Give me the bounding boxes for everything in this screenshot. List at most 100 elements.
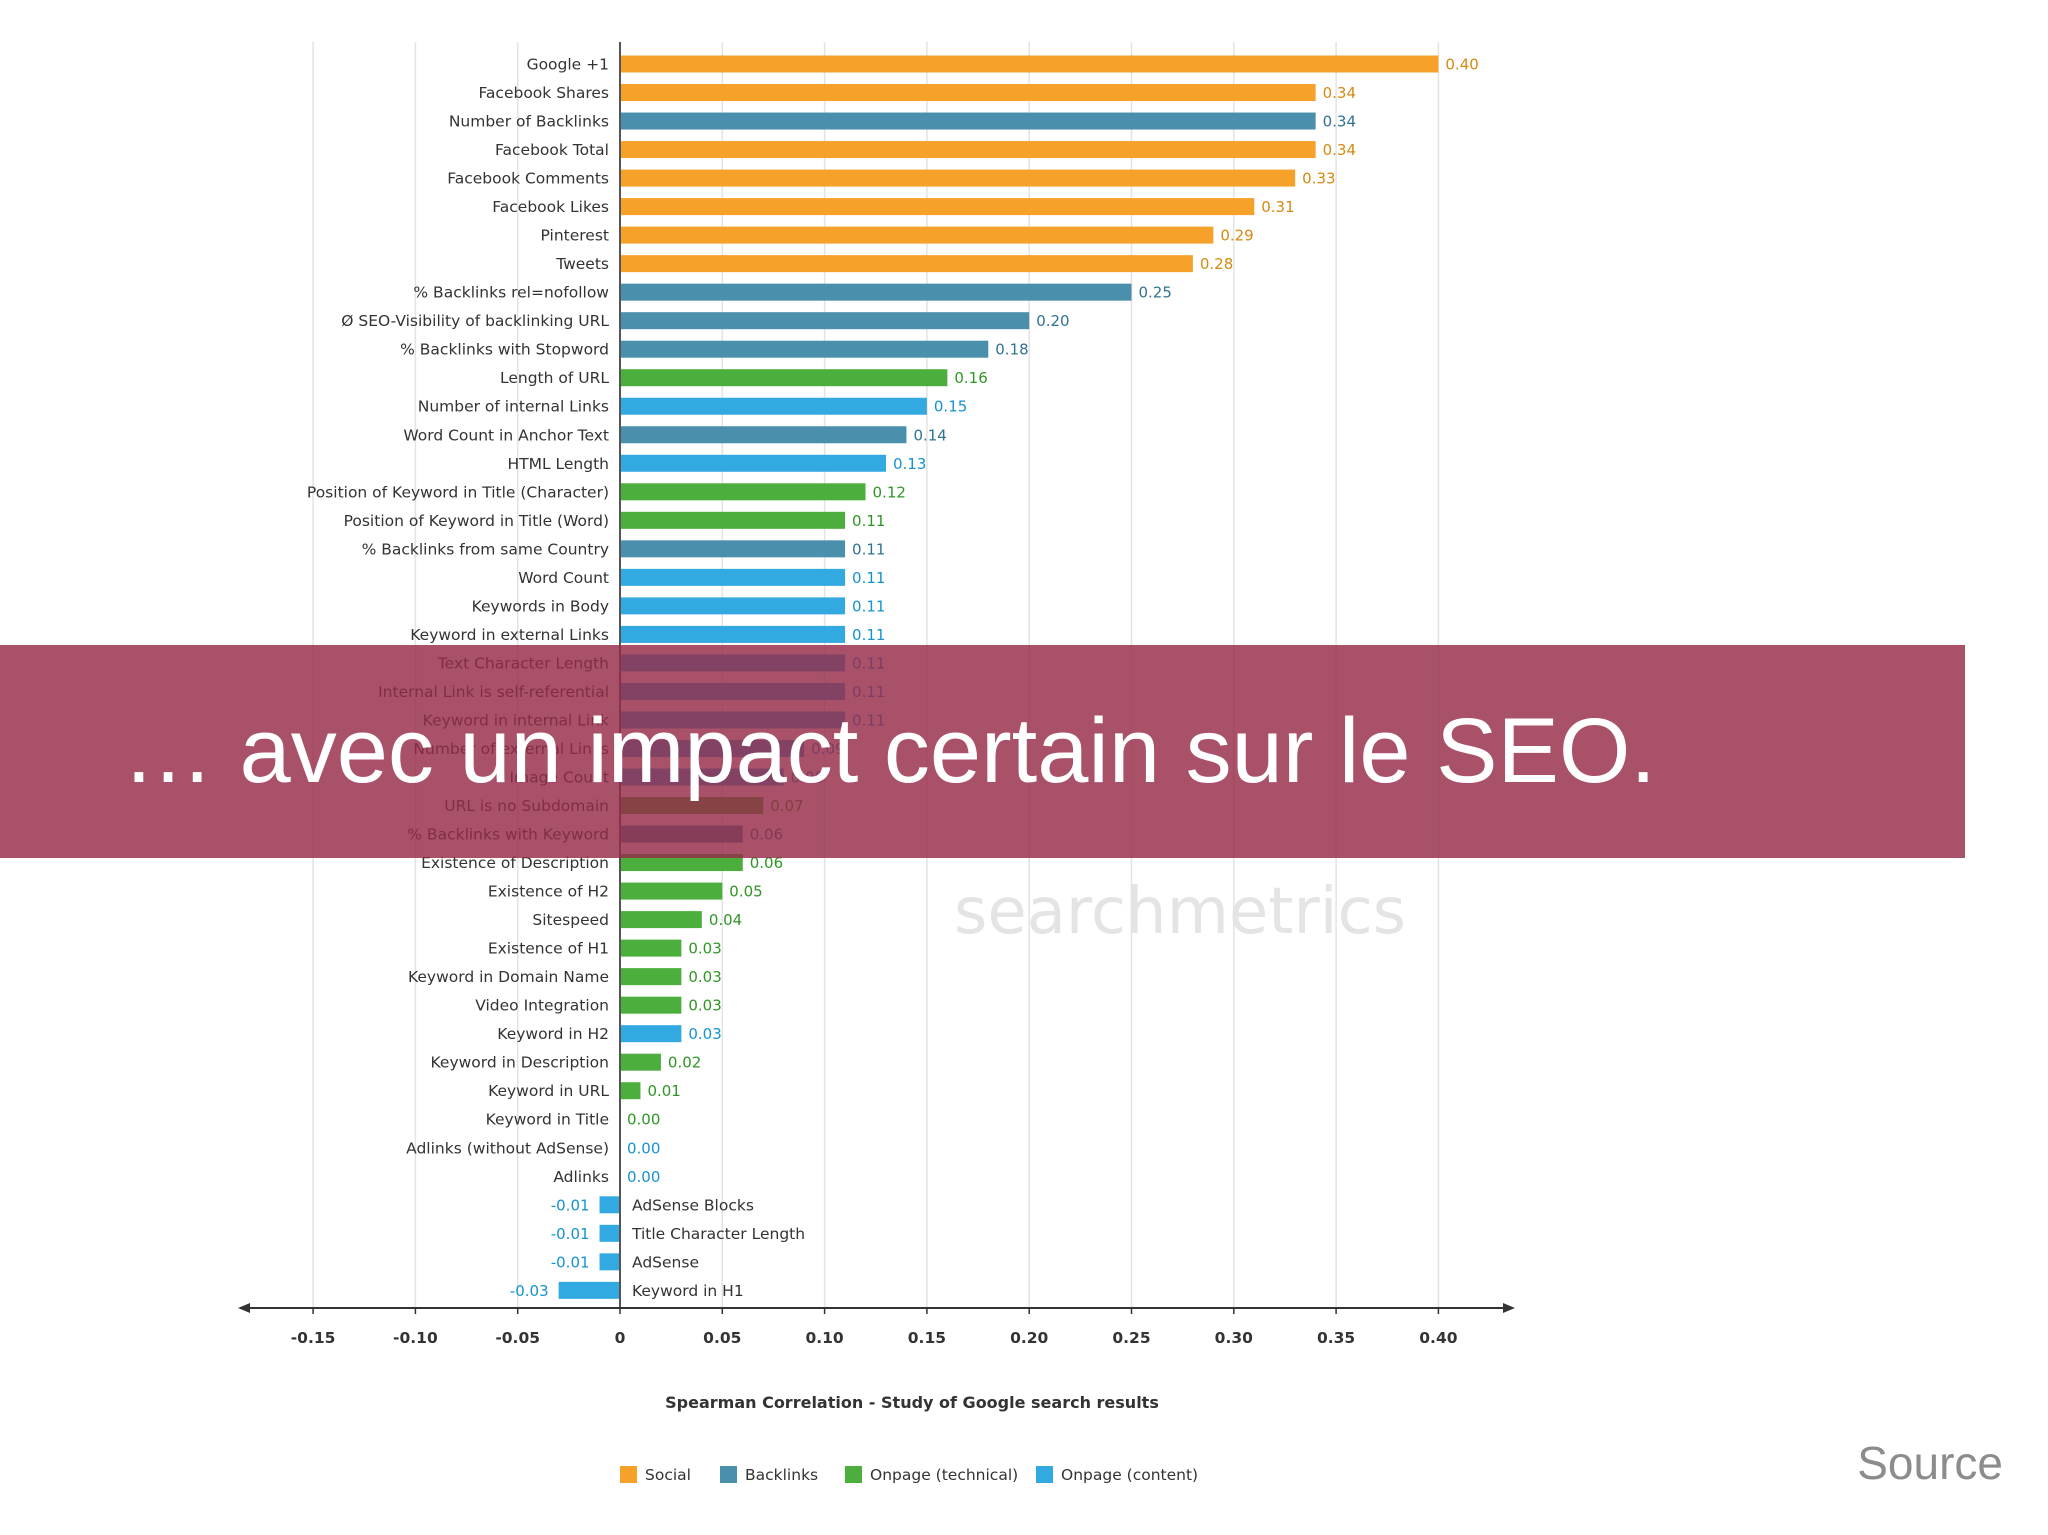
legend-swatch xyxy=(620,1466,637,1483)
category-label: Length of URL xyxy=(500,369,609,387)
bar xyxy=(620,568,846,586)
bar xyxy=(620,426,907,444)
x-axis-arrow-left xyxy=(238,1303,250,1313)
legend: Social Backlinks Onpage (technical) Onpage … xyxy=(620,1466,1198,1484)
overlay-banner: … avec un impact certain sur le SEO. xyxy=(0,645,1965,858)
legend-label: Backlinks xyxy=(745,1466,818,1484)
category-label: Pinterest xyxy=(541,227,609,245)
bar xyxy=(620,996,682,1014)
category-label: Existence of H2 xyxy=(488,883,609,901)
value-label: 0.00 xyxy=(627,1139,660,1157)
bar xyxy=(620,369,948,387)
banner-text: … avec un impact certain sur le SEO. xyxy=(122,700,1656,802)
x-tick-label: 0.20 xyxy=(1010,1329,1048,1347)
legend-swatch xyxy=(720,1466,737,1483)
value-label: 0.18 xyxy=(995,341,1028,359)
category-label: Position of Keyword in Title (Character) xyxy=(307,483,609,501)
legend-swatch xyxy=(845,1466,862,1483)
bar xyxy=(599,1196,620,1214)
value-label: 0.11 xyxy=(852,512,885,530)
value-label: 0.03 xyxy=(688,940,721,958)
bar xyxy=(599,1224,620,1242)
x-tick-label: 0 xyxy=(615,1329,626,1347)
category-label: Title Character Length xyxy=(631,1225,805,1243)
category-label: HTML Length xyxy=(507,455,609,473)
value-label: -0.01 xyxy=(551,1196,590,1214)
value-label: 0.20 xyxy=(1036,312,1069,330)
category-label: Tweets xyxy=(555,255,609,273)
category-label: Facebook Shares xyxy=(478,84,609,102)
bar xyxy=(620,112,1316,130)
x-tick-label: 0.10 xyxy=(805,1329,843,1347)
category-label: % Backlinks with Stopword xyxy=(400,341,609,359)
value-label: 0.03 xyxy=(688,997,721,1015)
category-label: Adlinks (without AdSense) xyxy=(406,1139,609,1157)
value-label: -0.01 xyxy=(551,1225,590,1243)
value-label: 0.15 xyxy=(934,398,967,416)
category-label: Google +1 xyxy=(527,56,609,74)
value-label: 0.01 xyxy=(647,1082,680,1100)
category-label: Position of Keyword in Title (Word) xyxy=(344,512,609,530)
value-label: 0.00 xyxy=(627,1168,660,1186)
x-tick-label: 0.30 xyxy=(1215,1329,1253,1347)
value-label: 0.11 xyxy=(852,597,885,615)
bar xyxy=(620,1025,682,1043)
bar xyxy=(620,1053,661,1071)
bar xyxy=(620,169,1296,187)
category-label: Existence of Description xyxy=(421,854,609,872)
value-label: 0.03 xyxy=(688,1025,721,1043)
category-label: Word Count in Anchor Text xyxy=(403,426,609,444)
bar xyxy=(620,283,1132,301)
x-tick-label: -0.10 xyxy=(393,1329,438,1347)
category-label: Existence of H1 xyxy=(488,940,609,958)
value-label: 0.29 xyxy=(1220,227,1253,245)
bar xyxy=(620,340,989,358)
category-label: Keywords in Body xyxy=(472,597,609,615)
category-label: % Backlinks from same Country xyxy=(362,540,609,558)
bar xyxy=(620,84,1316,102)
category-label: Facebook Total xyxy=(495,141,609,159)
value-label: 0.11 xyxy=(852,626,885,644)
value-label: -0.03 xyxy=(510,1282,549,1300)
x-tick-label: 0.35 xyxy=(1317,1329,1355,1347)
category-label: Keyword in Title xyxy=(486,1111,609,1129)
value-label: 0.25 xyxy=(1139,284,1172,302)
bar xyxy=(620,511,846,529)
value-label: 0.34 xyxy=(1323,84,1356,102)
category-label: Number of Backlinks xyxy=(449,113,609,131)
x-tick-label: 0.25 xyxy=(1112,1329,1150,1347)
value-label: 0.13 xyxy=(893,455,926,473)
value-label: 0.06 xyxy=(750,854,783,872)
bar xyxy=(620,397,927,415)
bar xyxy=(620,625,846,643)
value-label: 0.00 xyxy=(627,1111,660,1129)
category-label: Keyword in Domain Name xyxy=(408,968,609,986)
bar xyxy=(620,312,1030,330)
x-axis-arrow-right xyxy=(1503,1303,1515,1313)
value-label: 0.12 xyxy=(873,483,906,501)
chart-title: Spearman Correlation - Study of Google s… xyxy=(665,1393,1159,1412)
value-label: 0.02 xyxy=(668,1054,701,1072)
category-label: AdSense Blocks xyxy=(632,1196,754,1214)
value-label: 0.11 xyxy=(852,540,885,558)
value-label: 0.11 xyxy=(852,569,885,587)
legend-label: Social xyxy=(645,1466,691,1484)
x-tick-label: -0.05 xyxy=(495,1329,540,1347)
bar xyxy=(620,198,1255,216)
value-label: 0.34 xyxy=(1323,141,1356,159)
legend-swatch xyxy=(1036,1466,1053,1483)
bar xyxy=(620,911,702,929)
category-label: Keyword in Description xyxy=(431,1054,609,1072)
value-label: 0.16 xyxy=(954,369,987,387)
value-label: 0.28 xyxy=(1200,255,1233,273)
value-label: 0.14 xyxy=(913,426,946,444)
bar xyxy=(620,483,866,501)
value-label: 0.03 xyxy=(688,968,721,986)
value-label: -0.01 xyxy=(551,1253,590,1271)
x-tick-labels: -0.15 -0.10 -0.05 0 0.05 0.10 0.15 0.20 0.25 0.30… xyxy=(291,1308,1458,1347)
legend-label: Onpage (content) xyxy=(1061,1466,1198,1484)
source-link[interactable]: Source xyxy=(1857,1437,2003,1489)
x-tick-label: 0.05 xyxy=(703,1329,741,1347)
category-label: Keyword in external Links xyxy=(410,626,609,644)
value-label: 0.34 xyxy=(1323,113,1356,131)
